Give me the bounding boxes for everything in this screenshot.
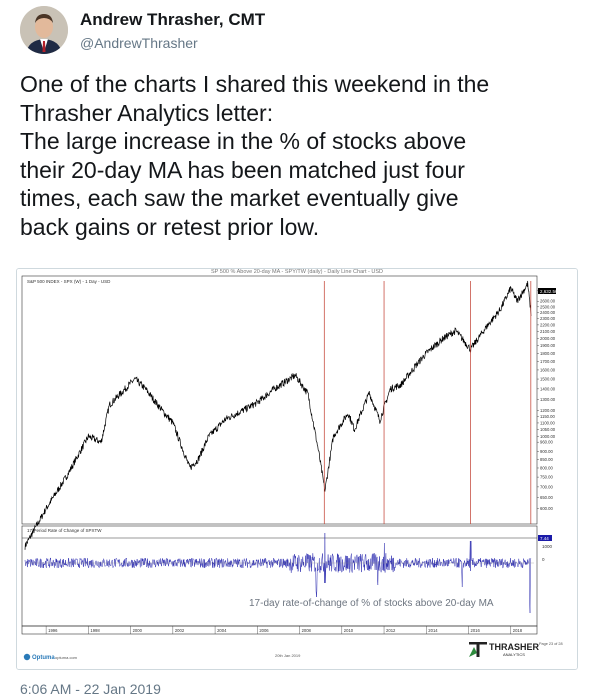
y-tick-label: 800.00 xyxy=(540,465,553,470)
x-axis: 1996 1998 2000 2002 2004 2006 2008 2010 2012 2014… xyxy=(45,626,523,634)
tweet-media-chart[interactable]: SP 500 % Above 20-day MA - SPY/TW (daily… xyxy=(16,268,578,670)
y-tick-label: 2300.00 xyxy=(540,316,556,321)
y-tick-label: 2200.00 xyxy=(540,322,556,327)
y-tick-label: 2400.00 xyxy=(540,310,556,315)
price-axis: 2800.002600.002500.002400.002300.002200.… xyxy=(537,288,556,511)
lower-badge: 7.44 xyxy=(540,536,549,541)
x-tick-label: 2014 xyxy=(428,628,438,633)
chart-image: SP 500 % Above 20-day MA - SPY/TW (daily… xyxy=(17,269,577,669)
price-badge-bg xyxy=(538,288,556,294)
y-tick-label: 1100.00 xyxy=(540,420,555,425)
chart-footer-date: 20th Jan 2019 xyxy=(275,653,301,658)
y-tick-label: 2500.00 xyxy=(540,304,556,309)
tweet-text-line: The large increase in the % of stocks ab… xyxy=(20,128,467,154)
roc-series xyxy=(24,532,534,614)
thrasher-logo: THRASHER ANALYTICS xyxy=(469,642,540,657)
x-tick-label: 2006 xyxy=(259,628,269,633)
roc-annotation: 17-day rate-of-change of % of stocks abo… xyxy=(249,598,494,609)
upper-panel-label: S&P 500 INDEX - SPX (W) - 1 Day - USD xyxy=(27,279,111,284)
x-tick-label: 2018 xyxy=(513,628,523,633)
y-tick-label: 1800.00 xyxy=(540,351,556,356)
tweet-text-line: back gains or retest prior low. xyxy=(20,213,320,240)
y-tick-label: 1150.00 xyxy=(540,414,555,419)
y-tick-label: 1400.00 xyxy=(540,386,556,391)
x-tick-label: 2004 xyxy=(217,628,227,633)
upper-panel-frame xyxy=(21,275,538,525)
x-tick-label: 1998 xyxy=(90,628,100,633)
y-tick-label: 1600.00 xyxy=(540,367,556,372)
y-tick-label: 1500.00 xyxy=(540,377,556,382)
chart-top-title: SP 500 % Above 20-day MA - SPY/TW (daily… xyxy=(211,269,383,275)
thrasher-logo-a xyxy=(469,647,477,657)
y-tick-label: 700.00 xyxy=(540,484,553,489)
tweet-text: One of the charts I shared this weekend … xyxy=(20,70,580,241)
x-tick-label: 2000 xyxy=(133,628,143,633)
avatar[interactable] xyxy=(20,6,68,54)
x-tick-label: 2012 xyxy=(386,628,396,633)
x-tick-label: 2010 xyxy=(344,628,354,633)
optuma-brand: Optuma xyxy=(32,655,55,661)
thrasher-logo-t xyxy=(469,642,487,657)
tweet-text-line: times, each saw the market eventually gi… xyxy=(20,185,459,211)
x-tick-label: 2002 xyxy=(175,628,185,633)
y-tick-label: 1900.00 xyxy=(540,343,556,348)
lower-zero-label: 0 xyxy=(542,557,545,562)
optuma-logo: Optuma optuma.com xyxy=(23,653,78,661)
tweet-timestamp[interactable]: 6:06 AM - 22 Jan 2019 xyxy=(20,681,161,697)
x-axis-frame xyxy=(21,625,538,635)
x-tick-label: 1996 xyxy=(48,628,58,633)
y-tick-label: 750.00 xyxy=(540,475,553,480)
lower-axis-label: 1000 xyxy=(542,544,553,549)
price-badge: 2,632.56 xyxy=(540,289,558,294)
y-tick-label: 850.00 xyxy=(540,457,553,462)
author-handle[interactable]: @AndrewThrasher xyxy=(80,35,198,51)
y-tick-label: 900.00 xyxy=(540,449,553,454)
optuma-logo-mark xyxy=(23,653,31,661)
lower-badge-bg xyxy=(538,535,552,541)
y-tick-label: 2000.00 xyxy=(540,336,556,341)
roc-line xyxy=(24,532,532,614)
y-tick-label: 1200.00 xyxy=(540,408,556,413)
avatar-image xyxy=(20,6,68,54)
y-tick-label: 1050.00 xyxy=(540,427,556,432)
y-tick-label: 2100.00 xyxy=(540,329,556,334)
x-tick-label: 2016 xyxy=(471,628,481,633)
price-line xyxy=(24,280,532,550)
y-tick-label: 2600.00 xyxy=(540,299,556,304)
y-tick-label: 1700.00 xyxy=(540,359,556,364)
tweet-text-line: Thrasher Analytics letter: xyxy=(20,99,274,126)
x-tick-label: 2008 xyxy=(302,628,312,633)
optuma-site: optuma.com xyxy=(55,655,78,660)
chart-page-number: Page 23 of 28 xyxy=(539,642,563,646)
y-tick-label: 960.00 xyxy=(540,440,553,445)
chart-background xyxy=(17,269,577,669)
y-tick-label: 1000.00 xyxy=(540,434,556,439)
lower-panel-label: 17-Period Rate of Change of SPXTW xyxy=(27,528,102,533)
y-tick-label: 650.00 xyxy=(540,495,553,500)
thrasher-logo-sub: ANALYTICS xyxy=(503,652,525,657)
author-name[interactable]: Andrew Thrasher, CMT xyxy=(80,10,266,29)
event-markers xyxy=(323,281,532,524)
price-series xyxy=(24,280,532,550)
y-tick-label: 1300.00 xyxy=(540,397,556,402)
thrasher-logo-text: THRASHER xyxy=(489,642,540,652)
tweet-text-line: One of the charts I shared this weekend … xyxy=(20,71,490,97)
y-tick-label: 600.00 xyxy=(540,506,553,511)
tweet-text-line: their 20-day MA has been matched just fo… xyxy=(20,156,465,183)
